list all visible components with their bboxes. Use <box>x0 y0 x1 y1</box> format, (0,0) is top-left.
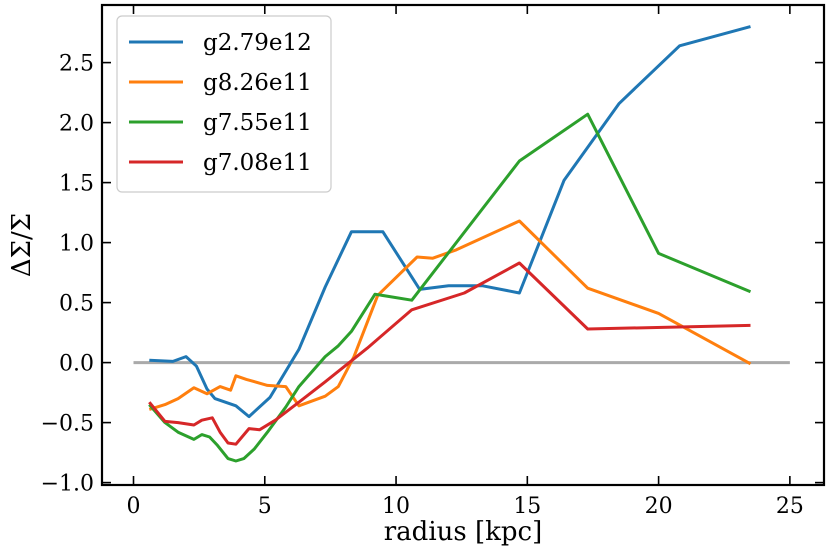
y-tick-label: 0.5 <box>59 292 94 317</box>
legend: g2.79e12 g8.26e11 g7.55e11 g7.08e11 <box>116 15 332 193</box>
y-tick-label: 2.0 <box>59 112 94 137</box>
plot-frame <box>100 3 826 487</box>
series-layer <box>148 25 752 463</box>
series-line-g7.55e11 <box>148 112 752 463</box>
y-tick-label: 2.5 <box>59 52 94 77</box>
ticks-layer: 0 5 10 15 20 25 −1.0 −0.5 0.0 0.5 1.0 1.5 2.0 2.5 <box>41 5 824 519</box>
series-line-g2.79e12 <box>149 25 751 419</box>
x-axis-label: radius [kpc] <box>384 517 543 547</box>
legend-label: g2.79e12 <box>203 30 312 56</box>
x-tick-label: 20 <box>645 494 673 519</box>
series-line-g8.26e11 <box>148 219 752 411</box>
y-tick-label: −1.0 <box>41 472 94 497</box>
y-tick-label: 1.5 <box>59 172 94 197</box>
x-tick-label: 10 <box>382 494 410 519</box>
legend-label: g7.55e11 <box>203 110 312 136</box>
legend-box <box>116 15 332 193</box>
x-tick-label: 25 <box>776 494 804 519</box>
x-tick-label: 5 <box>258 494 272 519</box>
y-axis-label: ΔΣ/Σ <box>7 213 37 277</box>
y-tick-label: 0.0 <box>59 352 94 377</box>
x-tick-label: 0 <box>127 494 141 519</box>
series-line-g7.08e11 <box>148 261 751 446</box>
y-tick-label: 1.0 <box>59 232 94 257</box>
y-tick-label: −0.5 <box>41 412 94 437</box>
x-tick-label: 15 <box>513 494 541 519</box>
legend-label: g8.26e11 <box>203 70 312 96</box>
legend-label: g7.08e11 <box>203 150 312 176</box>
